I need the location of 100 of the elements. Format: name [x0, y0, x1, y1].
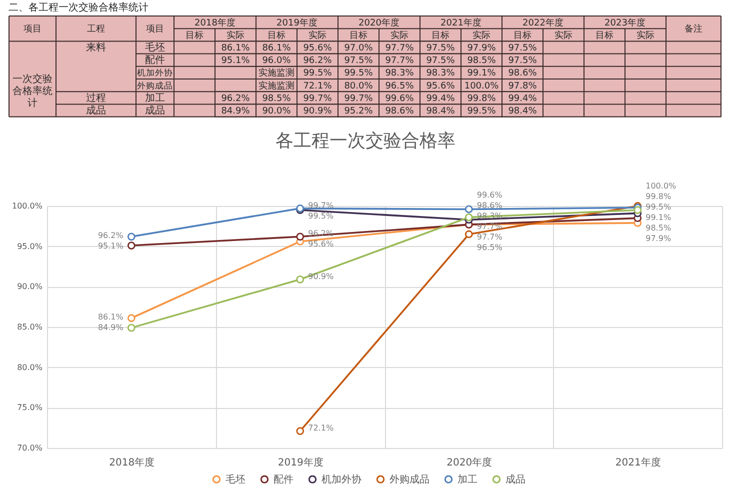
legend-label: 毛坯: [226, 473, 246, 486]
x-tick-label: 实际: [554, 30, 572, 41]
data-label: 97.9%: [646, 234, 672, 244]
y2-tick-label: 过程: [86, 92, 106, 104]
data-label: 90.9%: [303, 106, 332, 116]
data-label: 96.2%: [221, 94, 250, 104]
y-tick-label: 80.0%: [17, 362, 43, 372]
data-label: 99.5%: [467, 106, 496, 116]
text: 工程: [87, 24, 105, 35]
y-tick-label: 配件: [145, 55, 165, 66]
data-label: 99.6%: [476, 190, 503, 200]
legend-label: 加工: [458, 473, 478, 486]
data-label: 99.6%: [385, 94, 414, 104]
y-tick-label: 70.0%: [17, 444, 43, 452]
data-label: 99.5%: [344, 68, 374, 79]
data-label: 99.4%: [426, 94, 456, 104]
text: 2023年度: [604, 17, 646, 28]
legend-label: 配件: [274, 474, 294, 486]
data-label: 98.4%: [508, 106, 538, 116]
data-label: 97.5%: [426, 44, 456, 54]
data-label: 99.5%: [646, 202, 672, 212]
y-tick-label: 85.0%: [17, 322, 43, 332]
data-label: 96.5%: [476, 242, 503, 252]
x-tick-label: 2018年度: [109, 456, 155, 468]
data-label: 99.8%: [646, 192, 672, 202]
text: 2018年度: [194, 17, 236, 28]
data-label: 100.0%: [646, 182, 677, 191]
x-tick-label: 目标: [350, 30, 368, 41]
data-label: 99.1%: [646, 213, 672, 222]
x-tick-label: 2021年度: [615, 456, 661, 468]
x-tick-label: 实际: [472, 30, 490, 41]
data-label: 97.9%: [467, 44, 496, 54]
data-label: 96.5%: [385, 81, 414, 92]
legend-label: 机加外协: [322, 473, 362, 486]
x-tick-label: 实际: [390, 30, 408, 41]
text: 项目: [24, 24, 42, 35]
y2-tick-label: 来料: [86, 42, 106, 54]
data-label: 95.6%: [308, 240, 334, 249]
annotation: 项目: [146, 24, 164, 35]
data-label: 98.3%: [426, 68, 456, 79]
data-label: 99.1%: [467, 68, 496, 79]
chart-title: 各工程一次交验合格率: [276, 130, 456, 152]
x-tick-label: 实际: [226, 30, 244, 41]
data-label: 99.4%: [508, 94, 538, 104]
data-label: 96.2%: [98, 231, 124, 240]
y-axis-title: 一次交验合格率统计: [12, 73, 52, 109]
x-tick-label: 目标: [514, 30, 532, 41]
legend-label: 成品: [506, 473, 526, 486]
data-label: 96.2%: [303, 56, 332, 66]
x-tick-label: 2020年度: [446, 456, 492, 468]
data-label: 86.1%: [262, 44, 292, 54]
y-tick-label: 毛坯: [145, 42, 165, 54]
data-label: 99.8%: [467, 94, 496, 104]
y-tick-label: 机加外协: [137, 68, 173, 79]
data-label: 95.1%: [221, 56, 250, 66]
data-label: 84.9%: [98, 323, 124, 332]
data-label: 95.6%: [303, 44, 332, 54]
legend-label: 外购成品: [390, 473, 430, 486]
data-label: 86.1%: [98, 312, 124, 322]
data-label: 98.5%: [467, 56, 496, 66]
data-label: 90.9%: [308, 272, 334, 281]
data-label: 97.5%: [344, 56, 374, 66]
text: 实施监测: [258, 81, 294, 92]
text: 2021年度: [440, 17, 482, 28]
y-tick-label: 90.0%: [17, 282, 43, 292]
data-label: 99.5%: [303, 68, 332, 79]
data-label: 72.1%: [308, 424, 334, 433]
y2-tick-label: 成品: [86, 104, 106, 116]
data-label: 99.7%: [344, 94, 374, 104]
data-label: 84.9%: [221, 106, 250, 116]
x-tick-label: 目标: [596, 30, 614, 41]
data-label: 98.3%: [476, 211, 503, 220]
x-tick-label: 实际: [308, 30, 326, 41]
data-label: 95.1%: [98, 242, 124, 251]
data-label: 97.8%: [508, 81, 538, 92]
data-label: 86.1%: [221, 44, 250, 54]
text: 2019年度: [276, 17, 318, 28]
text: 2022年度: [522, 17, 564, 28]
x-tick-label: 2019年度: [278, 456, 324, 468]
data-label: 98.6%: [476, 200, 503, 210]
data-label: 98.5%: [262, 94, 292, 104]
data-label: 98.5%: [646, 224, 672, 233]
text: 2020年度: [358, 17, 400, 28]
data-label: 98.4%: [426, 106, 456, 116]
data-label: 95.2%: [344, 106, 374, 116]
data-label: 95.6%: [426, 81, 456, 92]
data-label: 98.3%: [385, 68, 414, 79]
text: 实施监测: [258, 68, 294, 79]
x-tick-label: 目标: [268, 30, 286, 41]
data-label: 99.5%: [308, 211, 334, 220]
data-label: 97.7%: [385, 56, 414, 66]
y-tick-label: 外购成品: [137, 80, 173, 92]
data-label: 97.5%: [508, 44, 538, 54]
data-label: 98.6%: [385, 106, 414, 116]
data-label: 97.5%: [508, 56, 538, 66]
data-label: 72.1%: [303, 81, 332, 92]
x-tick-label: 实际: [636, 30, 654, 41]
chart-title: 二、各工程一次交验合格率统计: [8, 2, 148, 14]
data-label: 98.6%: [508, 68, 538, 79]
data-label: 97.0%: [344, 44, 374, 54]
